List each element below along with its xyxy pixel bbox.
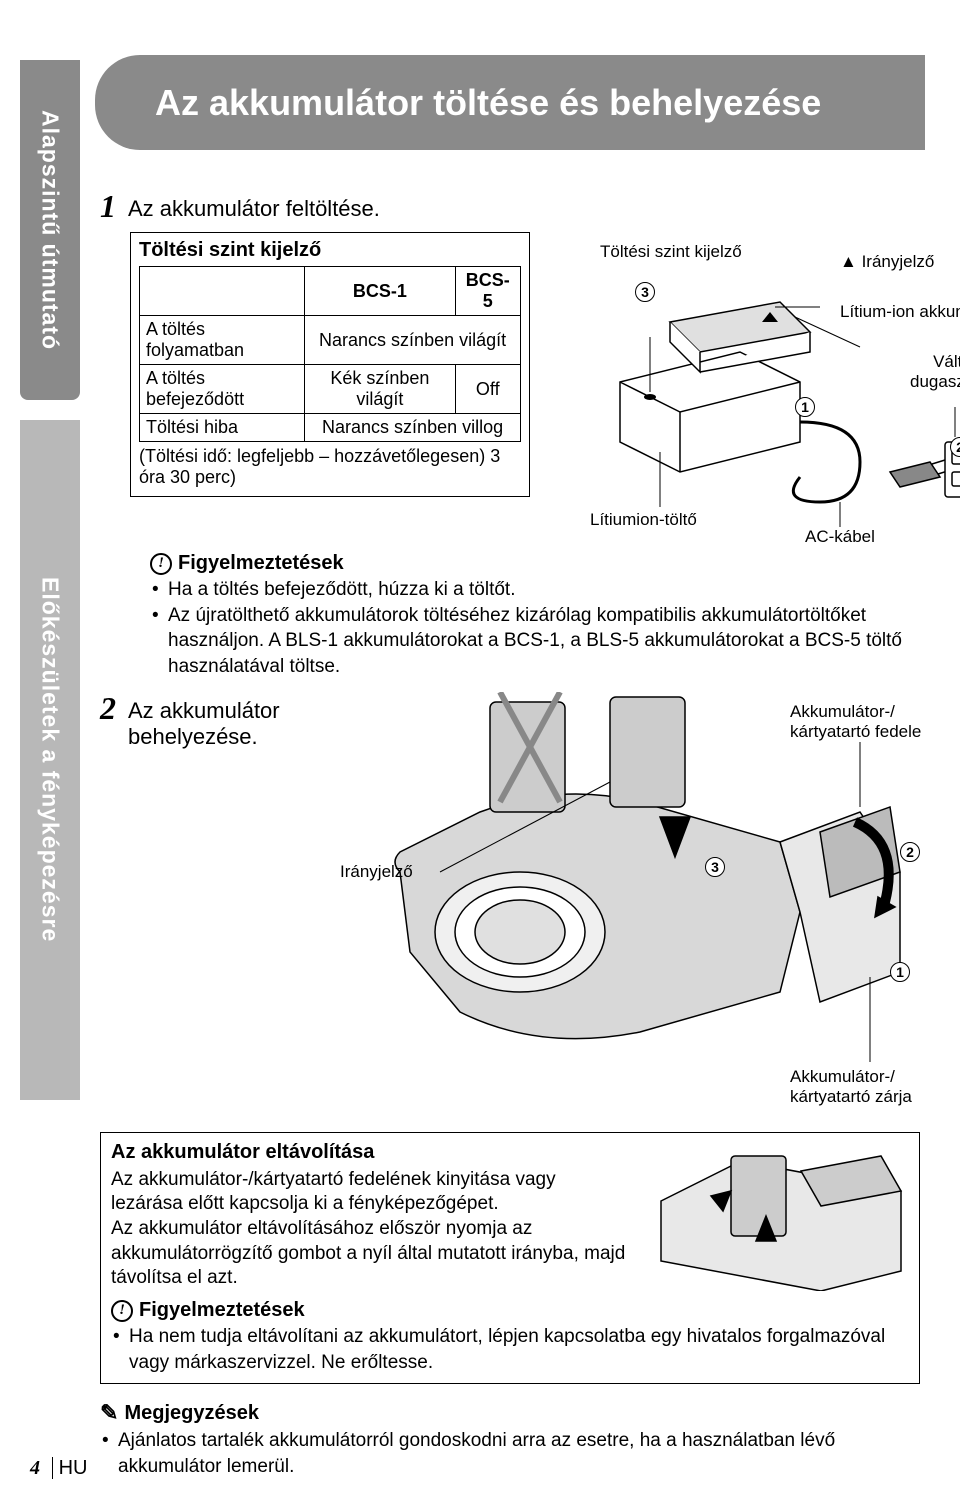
notes-title: Megjegyzések (124, 1402, 259, 1425)
label-direction: ▲ Irányjelző (840, 252, 934, 272)
label-charger: Lítiumion-töltő (590, 510, 697, 530)
removal-warn-item-0: Ha nem tudja eltávolítani az akkumulátor… (111, 1324, 891, 1375)
th-bcs1: BCS-1 (305, 267, 455, 316)
charger-illustration (600, 292, 960, 532)
camera-illustration (360, 692, 920, 1102)
warnings-1: ! Figyelmeztetések Ha a töltés befejeződ… (150, 552, 930, 680)
d2-circle-2: 2 (900, 842, 920, 862)
step-1-number: 1 (100, 190, 116, 222)
page-lang: HU (59, 1457, 88, 1479)
notes-header: ✎ Megjegyzések (100, 1400, 920, 1426)
table-note: (Töltési idő: legfeljebb – hozzávetőlege… (139, 446, 521, 488)
row3-label: Töltési hiba (140, 414, 305, 442)
warning-icon-2: ! (111, 1300, 133, 1322)
d2-circle-1: 1 (890, 962, 910, 982)
main-content: 1 Az akkumulátor feltöltése. Töltési szi… (100, 190, 920, 1480)
step-2-area: 2 Az akkumulátor behelyezése. (100, 692, 920, 1122)
page-footer: 4 HU (30, 1457, 87, 1480)
label-outlet: Váltóáramú dugaszolóaljzat (910, 352, 960, 393)
warnings-1-list: Ha a töltés befejeződött, húzza ki a töl… (150, 577, 930, 680)
label-lock: Akkumulátor-/ kártyatartó zárja (790, 1067, 930, 1108)
warning-icon: ! (150, 553, 172, 575)
circle-1: 1 (795, 397, 815, 417)
removal-p1: Az akkumulátor-/kártyatartó fedelének ki… (111, 1168, 631, 1217)
row2-label: A töltés befejeződött (140, 365, 305, 414)
removal-p2: Az akkumulátor eltávolításához először n… (111, 1217, 631, 1291)
d2-circle-3: 3 (705, 857, 725, 877)
row1-val: Narancs színben világít (305, 316, 521, 365)
sidebar-label-bottom: Előkészületek a fényképezésre (37, 577, 64, 942)
page-title-banner: Az akkumulátor töltése és behelyezése (95, 55, 925, 150)
notes-item-0: Ajánlatos tartalék akkumulátorról gondos… (100, 1428, 920, 1479)
notes-section: ✎ Megjegyzések Ajánlatos tartalék akkumu… (100, 1400, 920, 1479)
row2-c1: Kék színben világít (305, 365, 455, 414)
removal-warn-title: Figyelmeztetések (139, 1299, 305, 1322)
removal-illustration (651, 1141, 911, 1291)
step-2-text: Az akkumulátor behelyezése. (128, 692, 328, 750)
label-cover: Akkumulátor-/ kártyatartó fedele (790, 702, 930, 743)
removal-diagram (651, 1141, 911, 1291)
warn1-item-0: Ha a töltés befejeződött, húzza ki a töl… (150, 577, 930, 603)
camera-diagram: Irányjelző Akkumulátor-/ kártyatartó fed… (360, 692, 920, 1102)
warnings-1-header: ! Figyelmeztetések (150, 552, 930, 575)
sidebar: Alapszintű útmutató Előkészületek a fény… (20, 60, 80, 1110)
page-number: 4 (30, 1457, 40, 1479)
table-title: Töltési szint kijelző (139, 239, 521, 262)
label-battery: Lítium-ion akkumulátor (840, 302, 960, 322)
row3-val: Narancs színben villog (305, 414, 521, 442)
indicator-table: BCS-1 BCS-5 A töltés folyamatban Narancs… (139, 266, 521, 442)
page-title: Az akkumulátor töltése és behelyezése (155, 82, 821, 124)
step-1-body: Töltési szint kijelző BCS-1 BCS-5 A tölt… (100, 232, 920, 532)
charger-diagram: Töltési szint kijelző ▲ Irányjelző Lítiu… (540, 242, 960, 542)
removal-warn-header: ! Figyelmeztetések (111, 1299, 909, 1322)
step-1-text: Az akkumulátor feltöltése. (128, 190, 380, 222)
notes-icon: ✎ (100, 1400, 118, 1426)
sidebar-tab-preparations: Előkészületek a fényképezésre (20, 420, 80, 1100)
warnings-1-title: Figyelmeztetések (178, 552, 344, 575)
warn1-item-1: Az újratölthető akkumulátorok töltéséhez… (150, 603, 930, 680)
step-2-number: 2 (100, 692, 116, 724)
row2-c2: Off (455, 365, 520, 414)
indicator-table-box: Töltési szint kijelző BCS-1 BCS-5 A tölt… (130, 232, 530, 497)
sidebar-label-top: Alapszintű útmutató (37, 110, 64, 350)
row1-label: A töltés folyamatban (140, 316, 305, 365)
step-1-row: 1 Az akkumulátor feltöltése. (100, 190, 920, 222)
sidebar-tab-basic-guide: Alapszintű útmutató (20, 60, 80, 400)
label-direction-2: Irányjelző (340, 862, 413, 882)
removal-warn-list: Ha nem tudja eltávolítani az akkumulátor… (111, 1324, 891, 1375)
th-bcs5: BCS-5 (455, 267, 520, 316)
label-indicator: Töltési szint kijelző (600, 242, 742, 262)
removal-box: Az akkumulátor eltávolítása Az akkumulát… (100, 1132, 920, 1385)
label-cable: AC-kábel (805, 527, 875, 547)
notes-list: Ajánlatos tartalék akkumulátorról gondos… (100, 1428, 920, 1479)
circle-3: 3 (635, 282, 655, 302)
